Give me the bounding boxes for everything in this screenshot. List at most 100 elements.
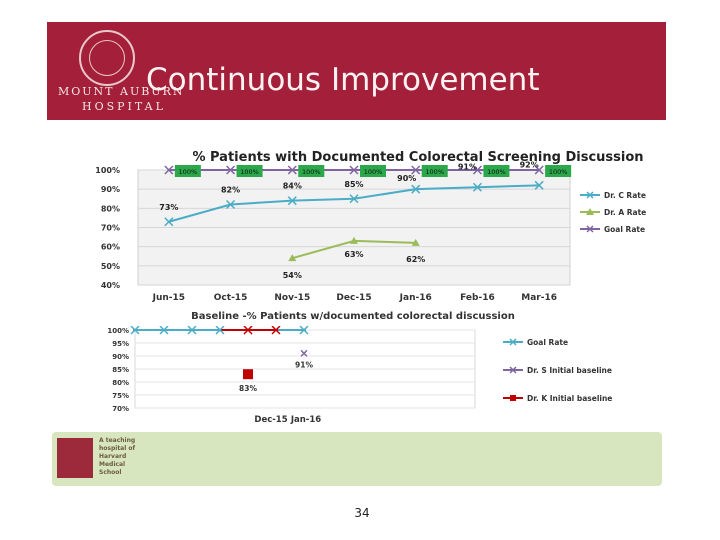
dr-a-rate-point xyxy=(288,254,297,262)
dr-c-rate-point xyxy=(226,199,236,210)
hospital-name-line2: Hospital xyxy=(82,100,166,113)
dr-c-rate-label: 91% xyxy=(458,162,477,171)
goal-rate-label: 100% xyxy=(179,168,198,176)
goal-rate-label: 100% xyxy=(302,168,321,176)
dr-a-rate-label: 63% xyxy=(344,250,363,259)
chart-main-y-tick-label: 50% xyxy=(101,262,120,271)
chart-baseline-legend-label: Dr. K Initial baseline xyxy=(527,394,612,403)
chart-main-x-tick-label: Dec-15 xyxy=(336,293,371,303)
goal-rate-point xyxy=(164,165,174,175)
goal-rate-label: 100% xyxy=(487,168,506,176)
goal-rate-point xyxy=(534,165,544,175)
goal-rate-label: 100% xyxy=(364,168,383,176)
dr-c-rate-point xyxy=(164,217,174,227)
chart-main-legend-label: Dr. C Rate xyxy=(604,191,646,200)
dr-a-rate-point xyxy=(350,236,358,244)
chart-baseline-y-tick-label: 100% xyxy=(107,327,129,335)
chart-main-legend-label: Dr. A Rate xyxy=(604,208,646,217)
chart-main-y-tick-label: 40% xyxy=(101,281,120,290)
dr-s-baseline-point xyxy=(300,349,308,357)
chart-main-x-tick-label: Mar-16 xyxy=(521,293,557,303)
chart-baseline-legend-label: Dr. S Initial baseline xyxy=(527,366,612,375)
teaching-hospital-text: A teaching hospital of Harvard Medical S… xyxy=(99,437,136,476)
chart-baseline-legend-label: Goal Rate xyxy=(527,338,568,347)
chart-main-x-tick-label: Oct-15 xyxy=(214,293,248,303)
goal-rate-label: 100% xyxy=(240,168,259,176)
chart-main-y-tick-label: 100% xyxy=(95,166,120,175)
dr-c-rate-label: 82% xyxy=(221,186,240,195)
chart-main-legend-item: Dr. A Rate xyxy=(580,208,646,217)
harvard-shield-icon xyxy=(57,438,93,478)
dr-c-rate-label: 73% xyxy=(159,203,178,212)
goal-rate-point xyxy=(287,165,297,175)
dr-c-rate-label: 84% xyxy=(283,182,302,191)
dr-a-rate-point xyxy=(411,238,420,246)
chart-baseline: 100% 95% 90% 85% 80% 75% 70% Dec-15 Jan-16 91% 8… xyxy=(107,326,612,425)
goal-rate-label-box xyxy=(421,165,448,177)
baseline-goal-rate-point xyxy=(215,326,225,335)
baseline-goal-rate-point xyxy=(187,326,197,335)
goal-rate-label-box xyxy=(236,165,263,177)
chart-main: % Patients with Documented Colorectal Sc… xyxy=(88,145,658,325)
goal-rate-label-box xyxy=(360,165,386,177)
dr-c-rate-point xyxy=(472,182,482,192)
chart-main-x-axis-label: Baseline -% Patients w/documented colore… xyxy=(191,311,515,322)
chart-baseline-x-tick-label: Dec-15 xyxy=(254,415,287,425)
chart-baseline-legend-item: Goal Rate xyxy=(503,338,568,347)
chart-main-legend-item: Goal Rate xyxy=(580,225,645,234)
baseline-goal-rate-point xyxy=(130,326,140,335)
dr-k-baseline-point xyxy=(243,369,253,380)
dr-c-rate-label: 90% xyxy=(397,174,416,183)
dr-a-rate-label: 62% xyxy=(406,255,425,264)
goal-rate-label-box xyxy=(545,165,572,177)
chart-main-y-tick-label: 60% xyxy=(101,243,120,252)
goal-rate-label: 100% xyxy=(425,168,444,176)
goal-rate-point xyxy=(411,165,421,175)
dr-s-baseline-label: 91% xyxy=(295,360,313,369)
chart-baseline-y-tick-label: 80% xyxy=(112,379,129,387)
goal-rate-label-box xyxy=(174,165,201,177)
goal-rate-point xyxy=(472,165,482,175)
page-number: 34 xyxy=(354,506,370,520)
goal-rate-label: 100% xyxy=(549,168,568,176)
dr-c-rate-label: 92% xyxy=(520,160,539,169)
chart-main-y-tick-label: 90% xyxy=(101,185,120,194)
chart-main-x-tick-label: Jan-16 xyxy=(399,293,432,303)
chart-baseline-y-tick-label: 95% xyxy=(112,340,129,348)
dr-c-rate-label: 85% xyxy=(344,180,363,189)
chart-baseline-y-tick-label: 70% xyxy=(112,405,129,413)
chart-main-legend-label: Goal Rate xyxy=(604,225,645,234)
header-banner xyxy=(47,22,666,120)
baseline-goal-rate-point xyxy=(271,326,281,335)
goal-rate-point xyxy=(226,165,236,175)
hospital-seal-icon xyxy=(79,30,135,86)
chart-main-x-tick-label: Feb-16 xyxy=(460,293,495,303)
dr-a-rate-label: 54% xyxy=(283,271,302,280)
goal-rate-label-box xyxy=(483,165,510,177)
chart-baseline-y-tick-label: 85% xyxy=(112,366,129,374)
goal-rate-point xyxy=(349,165,359,175)
goal-rate-label-box xyxy=(298,165,325,177)
baseline-goal-rate-point xyxy=(299,326,309,335)
chart-main-legend-item: Dr. C Rate xyxy=(580,191,646,200)
page-title: Continuous Improvement xyxy=(146,62,540,98)
chart-main-y-tick-label: 80% xyxy=(101,204,120,213)
dr-c-rate-point xyxy=(534,180,544,190)
footer-band xyxy=(52,432,662,486)
chart-baseline-x-tick-label: Jan-16 xyxy=(290,415,321,425)
chart-baseline-legend-item: Dr. S Initial baseline xyxy=(503,366,612,375)
baseline-goal-rate-point xyxy=(159,326,169,335)
chart-baseline-y-tick-label: 75% xyxy=(112,392,129,400)
chart-main-x-tick-label: Jun-15 xyxy=(152,293,185,303)
dr-k-baseline-label: 83% xyxy=(239,384,257,393)
baseline-goal-rate-point xyxy=(243,326,253,335)
dr-c-rate-point xyxy=(411,184,421,194)
hospital-name-line1: Mount Auburn xyxy=(58,85,185,98)
dr-c-rate-point xyxy=(287,196,297,206)
chart-main-title: % Patients with Documented Colorectal Sc… xyxy=(192,150,643,165)
chart-main-y-tick-label: 70% xyxy=(101,224,120,233)
chart-baseline-y-tick-label: 90% xyxy=(112,353,129,361)
chart-main-x-tick-label: Nov-15 xyxy=(274,293,310,303)
chart-baseline-legend-item: Dr. K Initial baseline xyxy=(503,394,612,403)
dr-c-rate-point xyxy=(349,194,359,204)
